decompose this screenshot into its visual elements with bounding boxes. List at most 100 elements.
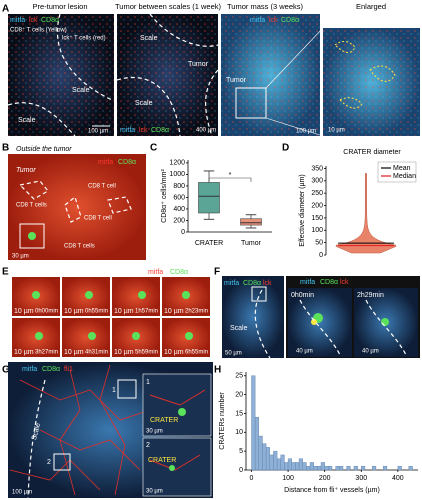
zoom-box [53, 453, 71, 471]
scale-bar: 40 µm [296, 349, 313, 355]
bar [361, 466, 366, 471]
scale-bar: 100 µm [88, 129, 108, 135]
bar [291, 462, 296, 471]
cell [85, 291, 93, 299]
channel: lck [263, 280, 272, 287]
boundary [56, 13, 113, 101]
panel-label: E [2, 267, 9, 278]
significance: * [229, 172, 232, 179]
scale-bar: 40 µm [362, 349, 379, 355]
channel: lck [340, 279, 349, 286]
scale-bar: 30 µm [146, 429, 163, 435]
scale-bar: 10 µm [114, 308, 134, 315]
cell [169, 465, 175, 471]
title: Enlarged [356, 2, 386, 11]
region: Scale [18, 117, 36, 124]
bar [306, 466, 311, 471]
channel: mitfa [148, 269, 163, 276]
y-tick-label: 20 [235, 391, 243, 398]
region: Scale [135, 100, 153, 107]
texture [221, 14, 320, 136]
y-axis-label: CD8α⁺ cells/mm² [161, 169, 168, 223]
channel: lck [139, 127, 148, 134]
panel-label: F [214, 267, 220, 278]
cell [28, 232, 36, 240]
cell [138, 291, 146, 299]
channel: mitfa [98, 159, 113, 166]
scale-bar: 100 µm [12, 490, 32, 496]
y-tick-label: 600 [173, 194, 185, 201]
scale-bar: 10 µm [64, 308, 84, 315]
bar [339, 466, 344, 471]
x-tick-label: 200 [319, 475, 331, 482]
x-tick-label: 300 [355, 475, 367, 482]
note: lck⁺ T cells (red) [62, 35, 106, 42]
crater-outline [18, 180, 132, 223]
y-tick-label: 5 [239, 448, 243, 455]
region: Scale [72, 87, 90, 94]
bar [254, 417, 260, 471]
inset [142, 437, 212, 497]
significance-bracket [208, 177, 252, 182]
y-tick-label: 25 [235, 373, 243, 380]
x-tick-label: CRATER [195, 240, 223, 247]
channel: mitfa [300, 279, 315, 286]
scale-bar: 30 µm [146, 489, 163, 495]
panel-label: D [282, 143, 289, 154]
inset [142, 373, 212, 437]
channel: CD8α [118, 159, 136, 166]
channel: CD8α [42, 366, 60, 373]
scale-bar: 10 µm [64, 349, 84, 356]
legend-label: Median [393, 173, 416, 180]
inset-label: 2 [146, 442, 150, 449]
texture [323, 28, 420, 136]
x-tick-label: Tumor [241, 240, 262, 247]
image [112, 277, 160, 316]
zoom-box [19, 223, 45, 249]
y-tick-label: 200 [311, 202, 323, 209]
channel: mitfa [120, 127, 135, 134]
scale-bar: 10 µm [14, 308, 34, 315]
y-tick-label: 0 [319, 252, 323, 259]
x-tick-label: 100 [282, 475, 294, 482]
channel: lck [269, 17, 278, 24]
y-tick-label: 1000 [169, 171, 185, 178]
panel-label: C [150, 143, 157, 154]
x-tick-label: 400 [392, 475, 404, 482]
time: 5h59min [135, 350, 158, 356]
scale-bar: 10 µm [164, 349, 184, 356]
panel-label: A [2, 4, 9, 15]
channel: lck [29, 17, 38, 24]
title: Pre-tumor lesion [32, 2, 87, 11]
chart-title: CRATER diameter [343, 149, 401, 156]
channel: fli1 [64, 366, 73, 373]
title: Outside the tumor [16, 146, 72, 153]
box [198, 182, 220, 214]
zoom-line [265, 27, 324, 89]
bar [273, 450, 278, 471]
x-tick-label: 0 [250, 475, 254, 482]
bar [251, 375, 256, 471]
channel: mitfa [10, 17, 25, 24]
cell [132, 332, 140, 340]
y-tick-label: 15 [235, 410, 243, 417]
y-tick-label: 150 [311, 215, 323, 222]
bar [324, 466, 329, 471]
channel: CD8α [243, 280, 261, 287]
y-tick-label: 1200 [169, 160, 185, 167]
cell [311, 319, 317, 325]
y-tick-label: 300 [311, 178, 323, 185]
vessels [149, 389, 206, 471]
image [62, 318, 110, 357]
bar [313, 466, 318, 471]
y-axis-label: Effective diameter (µm) [299, 174, 306, 246]
legend-box [377, 161, 417, 183]
cell [178, 408, 186, 416]
time: 0h55min [85, 309, 108, 315]
zoom-box [117, 379, 137, 399]
cell-label: CD8 T cell [84, 216, 112, 222]
cell [88, 332, 96, 340]
bar [284, 462, 289, 471]
